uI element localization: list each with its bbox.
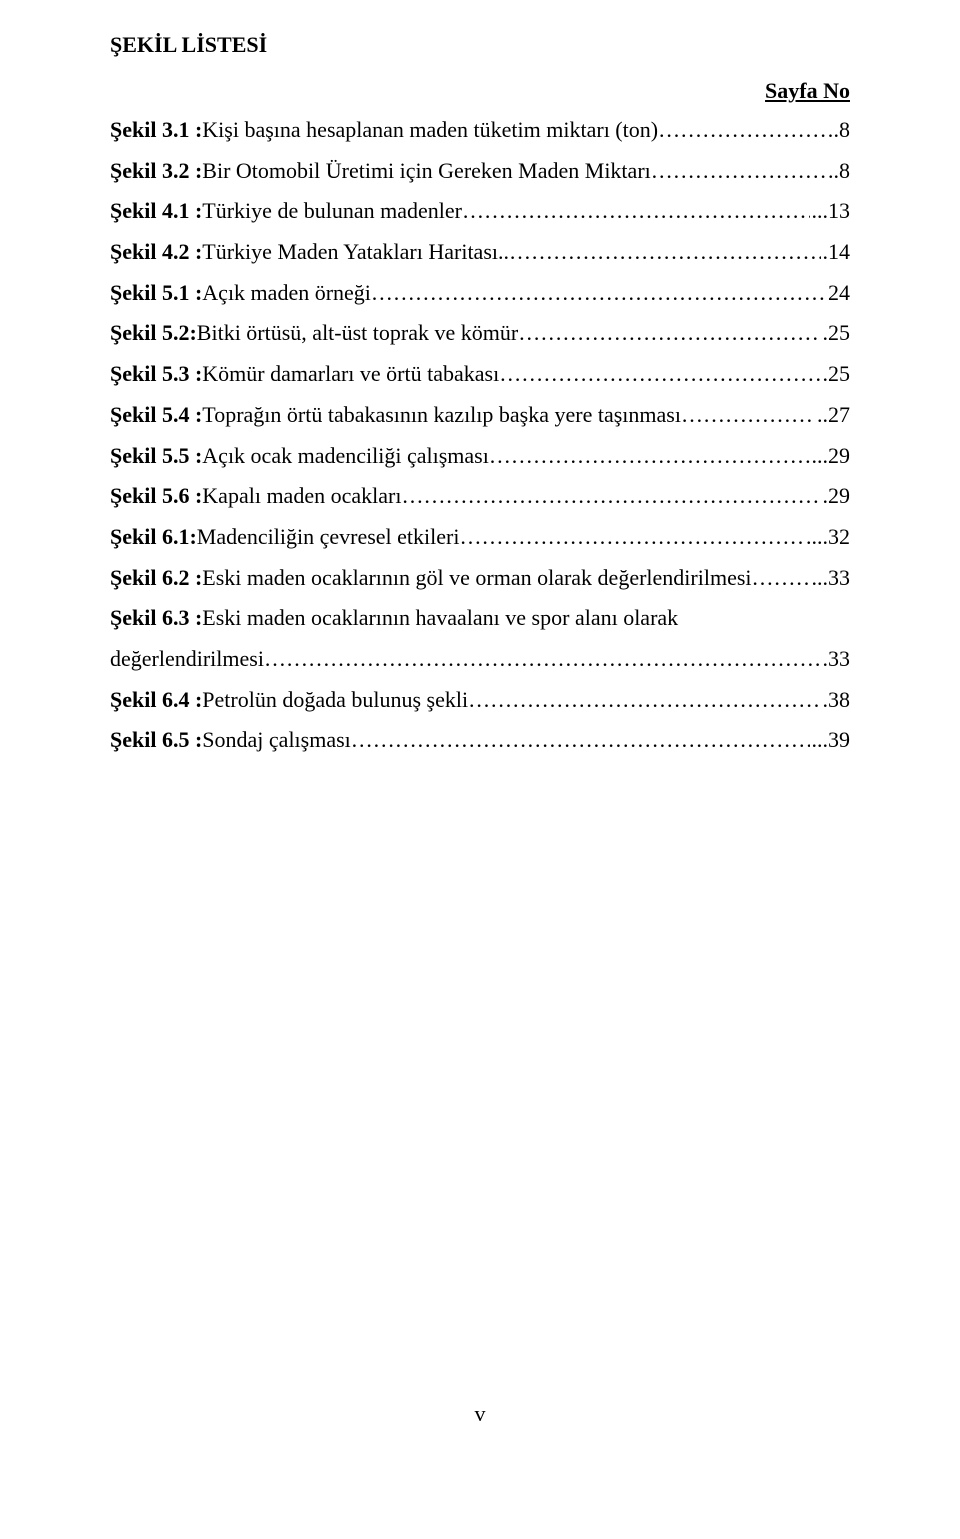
entry-page: .14 [821,232,851,273]
entry-label: Şekil 4.1 : [110,191,202,232]
entry-page: ...39 [810,720,851,761]
toc-entry: Şekil 6.3 : Eski maden ocaklarının havaa… [110,598,850,639]
entry-label: Şekil 6.2 : [110,558,202,599]
toc-entry-continuation: değerlendirilmesi .33 [110,639,850,680]
entry-label: Şekil 5.2: [110,313,197,354]
entry-leader-dots [351,720,810,761]
entry-leader-dots [499,354,820,395]
entry-desc: Kapalı maden ocakları [202,476,401,517]
entry-page: 24 [826,273,850,314]
entry-desc: Bir Otomobil Üretimi için Gereken Maden … [202,151,650,192]
entry-page: .29 [821,476,851,517]
toc-entry: Şekil 4.1 : Türkiye de bulunan madenler … [110,191,850,232]
entry-label: Şekil 5.3 : [110,354,202,395]
entry-label: Şekil 6.1: [110,517,197,558]
entry-desc: Açık maden örneği [202,273,371,314]
entry-leader-dots [518,313,820,354]
page-number-header-row: Sayfa No [110,78,850,104]
entry-leader-dots [509,232,821,273]
entry-page: .25 [821,313,851,354]
entry-leader-dots [681,395,815,436]
entry-page: ...29 [810,436,851,477]
entry-label: Şekil 5.4 : [110,395,202,436]
entry-leader-dots [459,517,804,558]
entry-page: .38 [821,680,851,721]
entry-desc: değerlendirilmesi [110,639,264,680]
entry-label: Şekil 5.5 : [110,436,202,477]
entry-desc: Toprağın örtü tabakasının kazılıp başka … [202,395,681,436]
toc-entry: Şekil 6.1: Madenciliğin çevresel etkiler… [110,517,850,558]
toc-entry: Şekil 4.2 : Türkiye Maden Yatakları Hari… [110,232,850,273]
entry-label: Şekil 6.5 : [110,720,202,761]
entry-leader-dots [264,639,821,680]
entry-leader-dots [371,273,826,314]
entry-leader-dots [401,476,820,517]
entry-desc: Sondaj çalışması [202,720,350,761]
entry-leader-dots [752,558,810,599]
toc-entry: Şekil 6.2 : Eski maden ocaklarının göl v… [110,558,850,599]
entry-desc: Eski maden ocaklarının göl ve orman olar… [202,558,751,599]
toc-entry: Şekil 5.4 : Toprağın örtü tabakasının ka… [110,395,850,436]
entry-desc: Kişi başına hesaplanan maden tüketim mik… [202,110,658,151]
entry-desc: Eski maden ocaklarının havaalanı ve spor… [202,598,678,639]
entry-leader-dots [468,680,820,721]
entry-desc: Bitki örtüsü, alt-üst toprak ve kömür [197,313,518,354]
entry-label: Şekil 3.2 : [110,151,202,192]
toc-entry: Şekil 5.6 : Kapalı maden ocakları .29 [110,476,850,517]
toc-entry: Şekil 5.3 : Kömür damarları ve örtü taba… [110,354,850,395]
entry-label: Şekil 5.1 : [110,273,202,314]
entry-desc: Açık ocak madenciliği çalışması [202,436,489,477]
page: ŞEKİL LİSTESİ Sayfa No Şekil 3.1 : Kişi … [0,0,960,1539]
entry-page: ...33 [810,558,851,599]
entries-list: Şekil 3.1 : Kişi başına hesaplanan maden… [110,110,850,761]
entry-desc: Türkiye Maden Yatakları Haritası.. [202,232,509,273]
toc-entry: Şekil 5.5 : Açık ocak madenciliği çalışm… [110,436,850,477]
entry-page: ..27 [815,395,850,436]
entry-label: Şekil 5.6 : [110,476,202,517]
entry-desc: Türkiye de bulunan madenler [202,191,462,232]
entry-leader-dots [651,151,826,192]
page-footer-roman: v [110,1401,850,1427]
entry-leader-dots [462,191,810,232]
toc-entry: Şekil 6.5 : Sondaj çalışması ...39 [110,720,850,761]
entry-page: ..8 [826,151,850,192]
entry-label: Şekil 6.4 : [110,680,202,721]
entry-label: Şekil 6.3 : [110,598,202,639]
page-number-header: Sayfa No [765,78,850,103]
entry-label: Şekil 3.1 : [110,110,202,151]
entry-desc: Petrolün doğada bulunuş şekli [202,680,468,721]
toc-entry: Şekil 5.2: Bitki örtüsü, alt-üst toprak … [110,313,850,354]
entry-desc: Kömür damarları ve örtü tabakası [202,354,499,395]
entry-page: .8 [832,110,851,151]
list-title: ŞEKİL LİSTESİ [110,32,850,58]
entry-desc: Madenciliğin çevresel etkileri [197,517,460,558]
entry-page: ....32 [804,517,850,558]
entry-leader-dots [489,436,810,477]
toc-entry: Şekil 3.2 : Bir Otomobil Üretimi için Ge… [110,151,850,192]
toc-entry: Şekil 5.1 : Açık maden örneği 24 [110,273,850,314]
entry-label: Şekil 4.2 : [110,232,202,273]
entry-page: ...13 [810,191,851,232]
entry-leader-dots [658,110,831,151]
entry-page: .33 [821,639,851,680]
toc-entry: Şekil 6.4 : Petrolün doğada bulunuş şekl… [110,680,850,721]
entry-page: .25 [821,354,851,395]
toc-entry: Şekil 3.1 : Kişi başına hesaplanan maden… [110,110,850,151]
